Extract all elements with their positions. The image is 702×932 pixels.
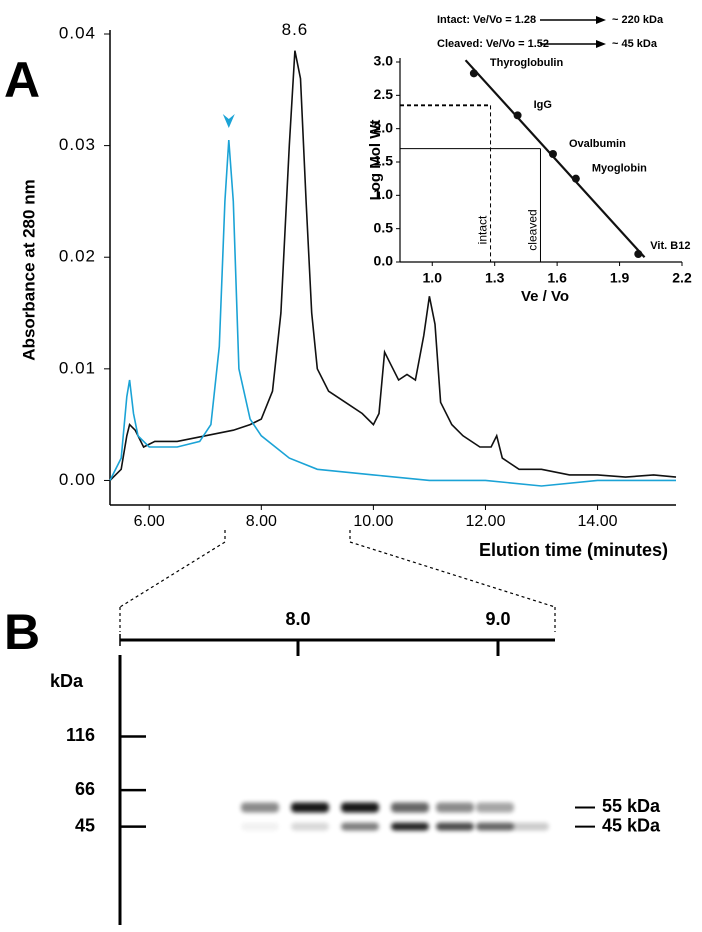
gel-band (291, 822, 329, 831)
y-tick-label: 3.0 (374, 53, 394, 69)
reference-label: cleaved (526, 209, 540, 250)
x-tick-label: 12.00 (465, 513, 505, 530)
panel-label: B (4, 604, 40, 660)
data-point (469, 69, 478, 78)
zoom-connector (119, 530, 556, 632)
marker-label: 66 (75, 779, 95, 799)
x-axis-label: Elution time (minutes) (479, 540, 668, 560)
gel-band (436, 822, 474, 831)
line-series (109, 50, 677, 481)
data-point (548, 150, 557, 158)
panel-label: A (4, 52, 40, 108)
y-tick-label: 0.02 (59, 247, 96, 266)
line-series (109, 139, 676, 487)
note-arrowhead (596, 40, 606, 48)
x-tick-label: 6.00 (134, 513, 165, 530)
band-label: 45 kDa (602, 815, 661, 835)
note-arrowhead (596, 16, 606, 24)
gel-band (241, 802, 279, 813)
point-label: IgG (534, 99, 552, 111)
y-tick-label: 2.5 (374, 86, 394, 102)
point-label: Ovalbumin (569, 138, 626, 150)
data-point (571, 174, 580, 183)
x-tick-label: 10.00 (353, 513, 393, 530)
x-tick-label: 1.9 (610, 270, 630, 286)
x-tick-label: 9.0 (485, 609, 510, 629)
y-axis-label: kDa (50, 671, 84, 691)
gel-band (341, 822, 379, 831)
note: Intact: Ve/Vo = 1.28 (437, 14, 536, 26)
y-tick-label: 1.0 (374, 186, 394, 202)
x-tick-label: 14.00 (578, 513, 618, 530)
y-tick-label: 2.0 (374, 119, 394, 135)
gel-band (241, 822, 279, 831)
x-tick-label: 1.0 (423, 270, 443, 286)
gel-band (341, 802, 379, 813)
marker-label: 45 (75, 815, 95, 835)
peak-annotation: 8.6 (282, 20, 309, 39)
data-point (513, 111, 522, 120)
gel-band (511, 822, 549, 831)
point-label: Vit. B12 (650, 240, 690, 252)
gel-band (391, 802, 429, 813)
y-tick-label: 0.00 (59, 470, 96, 489)
peak-marker (222, 114, 235, 129)
y-tick-label: 0.5 (374, 219, 394, 235)
x-tick-label: 8.0 (285, 609, 310, 629)
x-tick-label: 1.6 (547, 270, 567, 286)
note-result: ~ 220 kDa (612, 14, 664, 26)
x-tick-label: 2.2 (672, 270, 692, 286)
point-label: Thyroglobulin (490, 57, 564, 69)
y-tick-label: 0.04 (59, 23, 96, 42)
x-tick-label: 1.3 (485, 270, 505, 286)
x-axis-label: Ve / Vo (521, 288, 569, 305)
note: Cleaved: Ve/Vo = 1.52 (437, 38, 549, 50)
gel-band (291, 802, 329, 813)
y-tick-label: 0.0 (374, 253, 394, 269)
y-tick-label: 0.03 (59, 135, 96, 154)
y-tick-label: 1.5 (374, 153, 394, 169)
point-label: Myoglobin (592, 163, 647, 175)
gel-band (476, 802, 514, 813)
note-result: ~ 45 kDa (612, 38, 658, 50)
gel-band (391, 822, 429, 831)
band-label: 55 kDa (602, 796, 661, 816)
y-axis-label: Absorbance at 280 nm (19, 179, 38, 360)
gel-band (476, 822, 514, 831)
marker-label: 116 (66, 725, 95, 745)
x-tick-label: 8.00 (246, 513, 277, 530)
reference-label: intact (476, 215, 490, 244)
y-axis-label: Log Mol Wt (367, 120, 384, 201)
y-tick-label: 0.01 (59, 358, 96, 377)
fit-line (464, 59, 646, 259)
gel-band (436, 802, 474, 813)
data-point (634, 250, 643, 258)
